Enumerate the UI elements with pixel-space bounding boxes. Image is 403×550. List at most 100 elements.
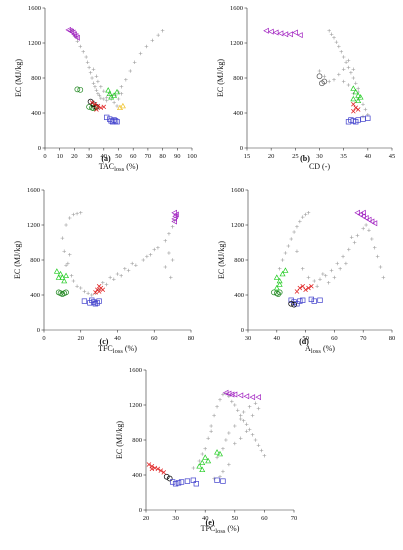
data-point (356, 86, 360, 91)
data-point (241, 418, 246, 423)
data-point (98, 105, 104, 111)
data-point (365, 115, 371, 121)
data-point (114, 88, 121, 95)
chart-panel-5: 20 30 40 50 60 70 0 400 800 1200 1600 EC (MJ/kg) TPC… (115, 367, 297, 535)
x-axis-label-main: TFC (98, 344, 113, 353)
data-point (102, 89, 106, 93)
x-tick-label: 50 (115, 153, 122, 160)
data-point (300, 215, 305, 219)
y-tick-label: 1200 (129, 402, 142, 409)
series-triangle (53, 268, 70, 284)
data-point (300, 297, 306, 303)
data-point (365, 216, 372, 223)
data-point (237, 392, 244, 399)
x-tick-label: 20 (143, 515, 150, 522)
data-point (108, 275, 112, 280)
data-point (291, 301, 297, 308)
data-point (233, 441, 237, 446)
data-point (221, 446, 225, 451)
x-axis-label: Aloss (%) (305, 344, 335, 355)
data-point (89, 293, 94, 297)
data-point (163, 473, 170, 480)
data-point (124, 77, 128, 82)
data-point (218, 474, 222, 479)
data-point (318, 277, 322, 282)
data-point (289, 237, 293, 241)
data-point (279, 270, 286, 277)
data-point (322, 74, 327, 79)
data-point (228, 391, 235, 398)
data-point (102, 97, 106, 101)
data-point (355, 92, 362, 98)
data-point (209, 429, 213, 434)
data-point (238, 413, 243, 418)
series-triangle (116, 102, 126, 111)
panel-label: (a) (101, 154, 111, 163)
data-point (233, 424, 237, 428)
x-tick-label: 40 (202, 515, 209, 522)
data-point (85, 60, 90, 65)
data-point (138, 51, 143, 56)
data-point (200, 452, 205, 456)
y-tick-label: 400 (30, 292, 40, 299)
data-point (317, 69, 322, 73)
x-tick-label: 60 (331, 335, 338, 342)
data-point (209, 424, 213, 428)
data-point (104, 98, 109, 103)
data-point (167, 251, 171, 255)
x-axis-label-main: TAC (99, 162, 114, 171)
data-point (167, 231, 171, 236)
data-point (82, 289, 87, 294)
data-point (312, 279, 317, 283)
data-point (53, 268, 60, 274)
series-plus (277, 210, 386, 289)
data-point (309, 283, 314, 289)
data-point (81, 298, 88, 304)
data-point (104, 282, 109, 287)
x-tick-label: 20 (71, 153, 78, 160)
series-triangle-left (354, 209, 378, 227)
x-axis-label-unit: (%) (321, 344, 335, 353)
data-point (297, 32, 303, 39)
chart-panel-1: 0 10 20 30 40 50 60 70 80 90 100 0 400 800 1200 1600 EC … (14, 5, 197, 173)
data-point (119, 84, 124, 89)
data-point (280, 258, 285, 262)
data-point (75, 39, 80, 44)
data-point (221, 392, 225, 397)
data-point (86, 291, 90, 296)
data-point (163, 238, 168, 243)
data-point (353, 105, 359, 111)
series-circle (316, 73, 328, 87)
series-circle (163, 473, 173, 482)
x-tick-label: 40 (365, 153, 372, 160)
data-point (327, 28, 331, 33)
data-point (95, 103, 101, 109)
x-tick-label: 30 (172, 515, 179, 522)
data-point (130, 261, 134, 266)
data-point (158, 468, 164, 473)
data-point (111, 117, 117, 123)
data-point (92, 101, 98, 107)
data-point (84, 55, 88, 59)
x-axis-label: TFCloss (%) (98, 344, 137, 355)
chart-panel-2: 15 20 25 30 35 40 45 0 400 800 1200 1600 EC (MJ/kg) C… (216, 5, 395, 171)
series-square (169, 477, 226, 487)
x-tick-label: 40 (101, 153, 108, 160)
data-point (275, 291, 282, 297)
panel-label: (b) (300, 154, 310, 163)
x-tick-label: 50 (302, 335, 309, 342)
data-point (253, 438, 258, 442)
data-point (345, 119, 352, 125)
data-point (199, 466, 206, 473)
data-point (101, 104, 107, 110)
y-tick-label: 0 (38, 145, 41, 152)
data-point (287, 31, 294, 38)
series-square (345, 115, 371, 125)
data-point (89, 100, 95, 105)
data-point (74, 34, 80, 41)
data-point (152, 465, 158, 471)
data-point (332, 35, 336, 40)
y-tick-label: 800 (31, 75, 41, 82)
data-point (335, 261, 340, 266)
